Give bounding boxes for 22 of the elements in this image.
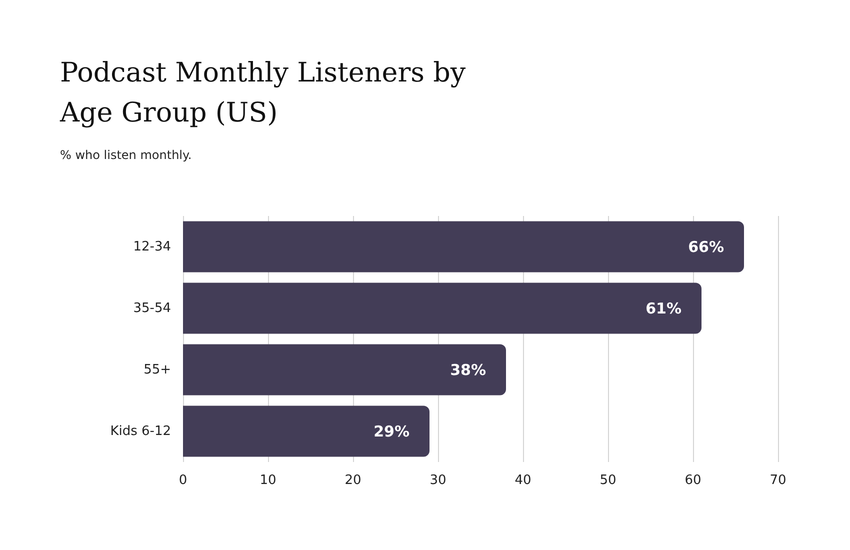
x-tick-label: 30 [430, 473, 446, 488]
data-label: 29% [374, 422, 410, 440]
data-label: 61% [646, 299, 682, 318]
x-tick-label: 50 [600, 473, 616, 488]
bar [183, 221, 744, 272]
y-tick-label: 55+ [144, 362, 171, 378]
x-tick-label: 10 [260, 473, 276, 488]
x-tick-label: 70 [770, 473, 786, 488]
bar [183, 344, 506, 396]
y-tick-label: 12-34 [133, 239, 171, 254]
x-tick-label: 20 [344, 473, 362, 488]
x-tick-label: 60 [684, 473, 702, 488]
data-label: 38% [450, 360, 486, 379]
data-label: 66% [688, 238, 724, 256]
x-tick-label: 0 [178, 473, 188, 488]
y-tick-label: 35-54 [133, 300, 171, 316]
chart-subtitle: % who listen monthly. [60, 148, 192, 162]
y-tick-label: Kids 6-12 [110, 424, 171, 439]
chart-title: Podcast Monthly Listeners by Age Group (US) [59, 58, 474, 128]
x-tick-label: 40 [514, 473, 532, 488]
bar [183, 282, 702, 334]
bar [183, 406, 430, 457]
